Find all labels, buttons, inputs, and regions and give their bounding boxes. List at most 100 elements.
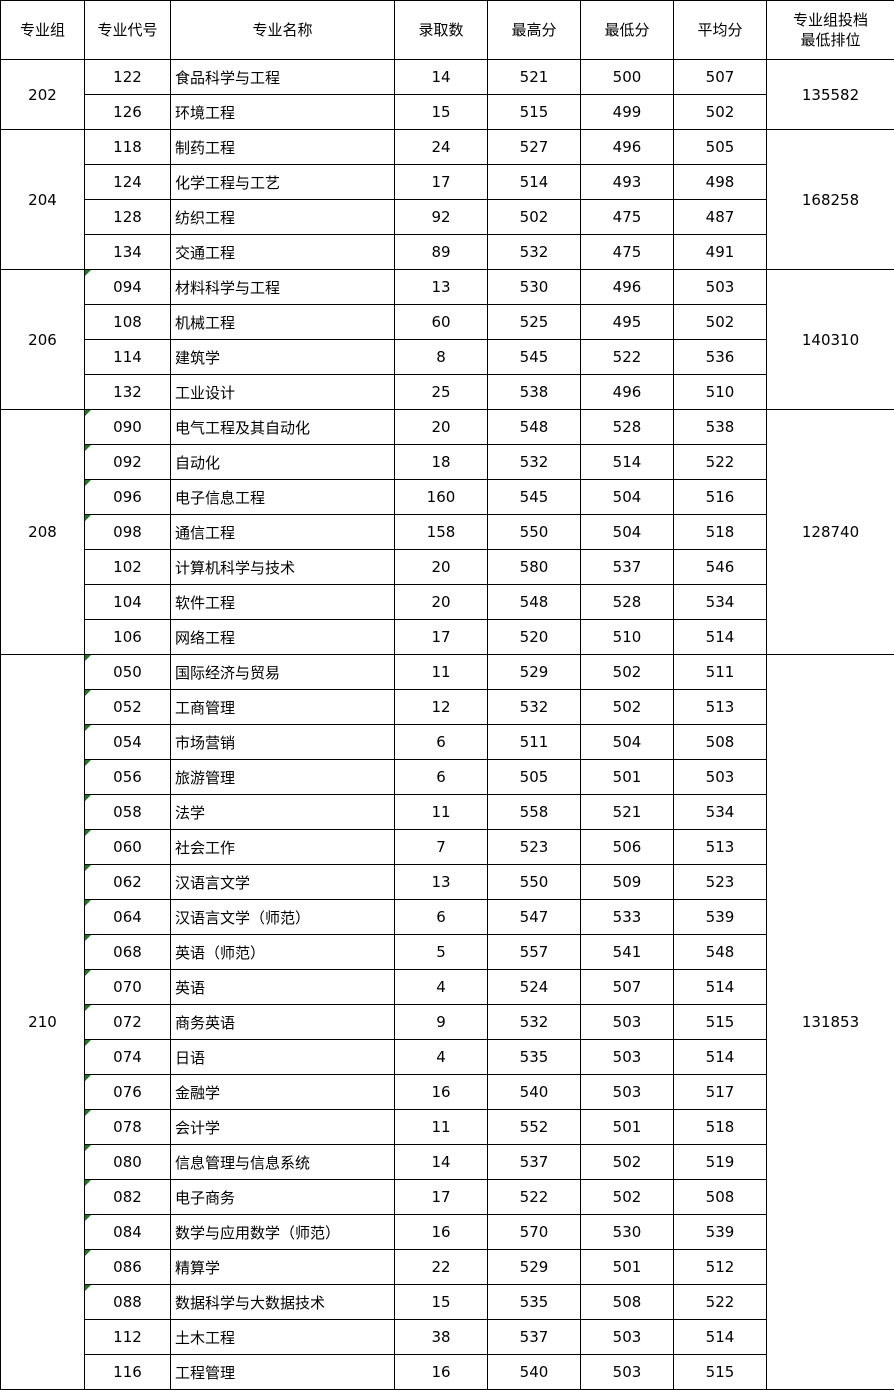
max-cell: 547 (488, 900, 581, 935)
group-cell: 206 (1, 270, 85, 410)
max-cell: 520 (488, 620, 581, 655)
group-cell: 202 (1, 60, 85, 130)
count-cell: 11 (395, 795, 488, 830)
name-cell: 电子商务 (171, 1180, 395, 1215)
avg-cell: 514 (674, 970, 767, 1005)
avg-cell: 511 (674, 655, 767, 690)
name-cell: 工业设计 (171, 375, 395, 410)
name-cell: 英语 (171, 970, 395, 1005)
min-cell: 507 (581, 970, 674, 1005)
avg-cell: 534 (674, 795, 767, 830)
count-cell: 6 (395, 760, 488, 795)
name-cell: 工商管理 (171, 690, 395, 725)
code-cell: 076 (85, 1075, 171, 1110)
min-cell: 499 (581, 95, 674, 130)
header-max: 最高分 (488, 1, 581, 60)
name-cell: 材料科学与工程 (171, 270, 395, 305)
header-count: 录取数 (395, 1, 488, 60)
code-cell: 068 (85, 935, 171, 970)
avg-cell: 538 (674, 410, 767, 445)
name-cell: 电子信息工程 (171, 480, 395, 515)
code-cell: 060 (85, 830, 171, 865)
max-cell: 505 (488, 760, 581, 795)
max-cell: 538 (488, 375, 581, 410)
min-cell: 495 (581, 305, 674, 340)
avg-cell: 508 (674, 725, 767, 760)
header-row: 专业组专业代号专业名称录取数最高分最低分平均分专业组投档最低排位 (1, 1, 894, 60)
max-cell: 532 (488, 235, 581, 270)
min-cell: 530 (581, 1215, 674, 1250)
avg-cell: 515 (674, 1355, 767, 1390)
min-cell: 508 (581, 1285, 674, 1320)
max-cell: 530 (488, 270, 581, 305)
code-cell: 094 (85, 270, 171, 305)
max-cell: 529 (488, 655, 581, 690)
count-cell: 14 (395, 60, 488, 95)
count-cell: 18 (395, 445, 488, 480)
code-cell: 054 (85, 725, 171, 760)
max-cell: 515 (488, 95, 581, 130)
max-cell: 558 (488, 795, 581, 830)
max-cell: 524 (488, 970, 581, 1005)
code-cell: 098 (85, 515, 171, 550)
name-cell: 交通工程 (171, 235, 395, 270)
code-cell: 064 (85, 900, 171, 935)
min-cell: 502 (581, 690, 674, 725)
max-cell: 511 (488, 725, 581, 760)
name-cell: 旅游管理 (171, 760, 395, 795)
min-cell: 541 (581, 935, 674, 970)
count-cell: 13 (395, 270, 488, 305)
max-cell: 545 (488, 340, 581, 375)
code-cell: 078 (85, 1110, 171, 1145)
count-cell: 60 (395, 305, 488, 340)
name-cell: 通信工程 (171, 515, 395, 550)
name-cell: 网络工程 (171, 620, 395, 655)
max-cell: 522 (488, 1180, 581, 1215)
rank-cell: 128740 (767, 410, 894, 655)
count-cell: 5 (395, 935, 488, 970)
max-cell: 532 (488, 690, 581, 725)
rank-cell: 135582 (767, 60, 894, 130)
count-cell: 16 (395, 1355, 488, 1390)
name-cell: 数学与应用数学（师范） (171, 1215, 395, 1250)
avg-cell: 517 (674, 1075, 767, 1110)
min-cell: 509 (581, 865, 674, 900)
avg-cell: 522 (674, 1285, 767, 1320)
max-cell: 527 (488, 130, 581, 165)
code-cell: 072 (85, 1005, 171, 1040)
name-cell: 化学工程与工艺 (171, 165, 395, 200)
name-cell: 精算学 (171, 1250, 395, 1285)
avg-cell: 518 (674, 1110, 767, 1145)
min-cell: 501 (581, 760, 674, 795)
avg-cell: 502 (674, 305, 767, 340)
code-cell: 092 (85, 445, 171, 480)
name-cell: 法学 (171, 795, 395, 830)
avg-cell: 514 (674, 620, 767, 655)
avg-cell: 518 (674, 515, 767, 550)
code-cell: 084 (85, 1215, 171, 1250)
name-cell: 会计学 (171, 1110, 395, 1145)
name-cell: 纺织工程 (171, 200, 395, 235)
code-cell: 052 (85, 690, 171, 725)
avg-cell: 536 (674, 340, 767, 375)
count-cell: 92 (395, 200, 488, 235)
code-cell: 050 (85, 655, 171, 690)
min-cell: 503 (581, 1320, 674, 1355)
min-cell: 522 (581, 340, 674, 375)
name-cell: 社会工作 (171, 830, 395, 865)
name-cell: 汉语言文学 (171, 865, 395, 900)
name-cell: 电气工程及其自动化 (171, 410, 395, 445)
rank-cell: 140310 (767, 270, 894, 410)
